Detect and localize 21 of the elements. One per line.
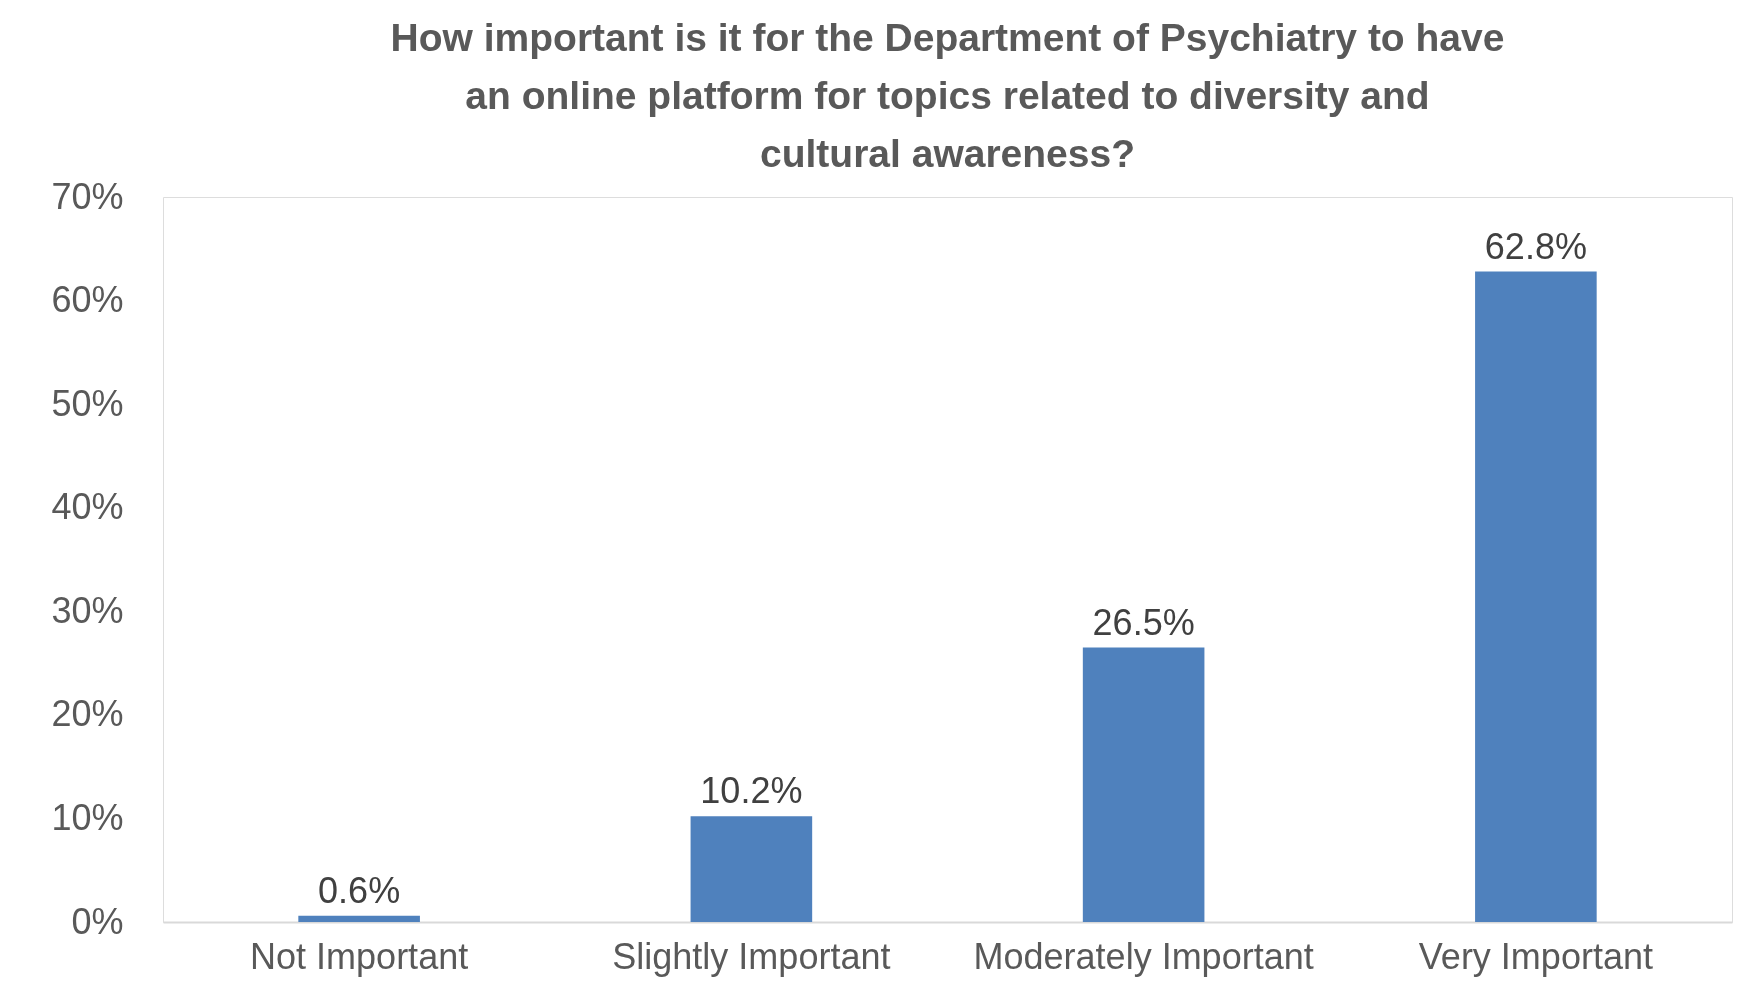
y-tick-label: 70% — [51, 175, 124, 217]
bar — [1082, 647, 1205, 922]
bar — [298, 915, 420, 922]
y-tick-label: 60% — [51, 279, 124, 321]
x-tick-label: Very Important — [1418, 935, 1653, 977]
x-tick-label: Moderately Important — [973, 935, 1314, 977]
data-label: 0.6% — [318, 869, 401, 911]
bar — [690, 816, 813, 922]
bar — [1475, 271, 1597, 922]
data-label: 62.8% — [1484, 225, 1587, 267]
y-tick-label: 30% — [51, 589, 124, 631]
y-tick-label: 20% — [51, 693, 124, 735]
data-label: 26.5% — [1092, 601, 1195, 643]
y-tick-label: 0% — [71, 900, 124, 942]
x-tick-label: Not Important — [250, 935, 469, 977]
y-tick-label: 40% — [51, 486, 124, 528]
x-tick-label: Slightly Important — [612, 935, 891, 977]
y-tick-label: 10% — [51, 796, 124, 838]
y-tick-label: 50% — [51, 382, 124, 424]
data-label: 10.2% — [700, 770, 803, 812]
chart-title: How important is it for the Department of Psychiatry to have an online platform for topics related to diversity and cultural awareness? — [390, 16, 1505, 175]
